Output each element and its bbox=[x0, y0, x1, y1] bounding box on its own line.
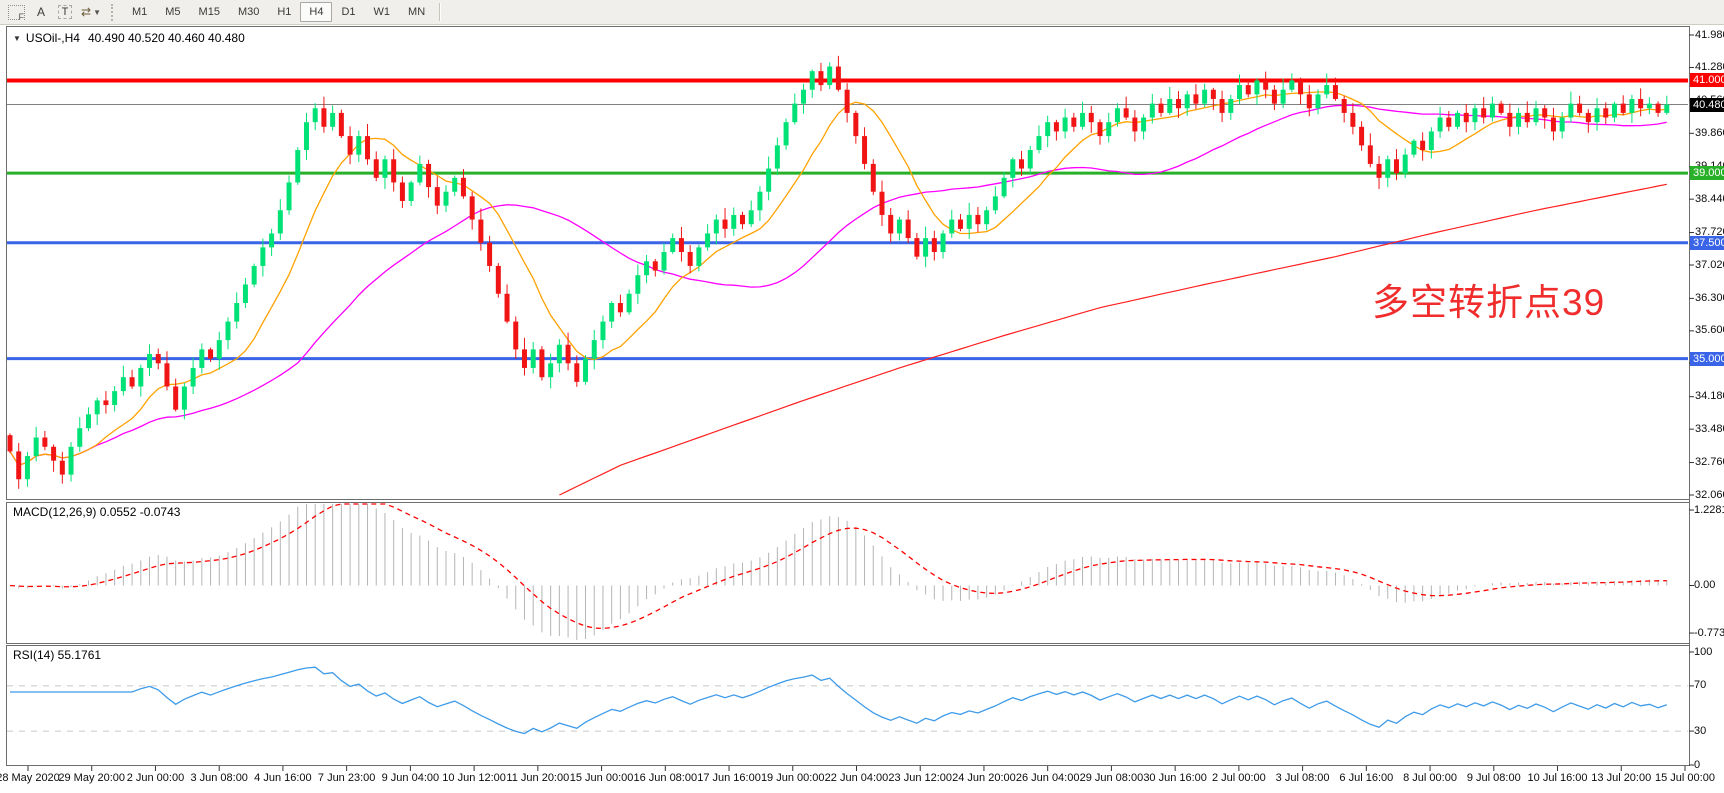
cycle-arrows-icon: ⇄ bbox=[81, 5, 92, 19]
timeframe-button-mn[interactable]: MN bbox=[399, 2, 434, 22]
timeframe-button-w1[interactable]: W1 bbox=[365, 2, 400, 22]
timeframe-button-m1[interactable]: M1 bbox=[123, 2, 156, 22]
cycle-tool-button[interactable]: ⇄ ▼ bbox=[77, 2, 105, 22]
grid-f-icon: F bbox=[8, 4, 25, 21]
grid-f-tool-button[interactable]: F bbox=[4, 2, 29, 22]
toolbar-separator bbox=[439, 3, 442, 21]
text-tool-icon: T bbox=[57, 5, 73, 19]
timeframe-button-h4[interactable]: H4 bbox=[300, 2, 333, 22]
timeframe-button-d1[interactable]: D1 bbox=[332, 2, 364, 22]
text-tool-button[interactable]: T bbox=[53, 2, 77, 22]
timeframe-button-m5[interactable]: M5 bbox=[156, 2, 189, 22]
font-tool-button[interactable]: A bbox=[29, 2, 53, 22]
timeframe-button-m30[interactable]: M30 bbox=[229, 2, 268, 22]
toolbar: F A T ⇄ ▼ M1 M5 M15 M30 H1 H4 D1 W1 MN bbox=[0, 0, 1724, 25]
timeframe-button-h1[interactable]: H1 bbox=[268, 2, 300, 22]
timeframe-button-m15[interactable]: M15 bbox=[190, 2, 229, 22]
chevron-down-icon: ▼ bbox=[93, 7, 101, 17]
timeframe-group: M1 M5 M15 M30 H1 H4 D1 W1 MN bbox=[123, 2, 434, 22]
font-a-icon: A bbox=[36, 5, 45, 19]
toolbar-grip bbox=[110, 3, 116, 21]
